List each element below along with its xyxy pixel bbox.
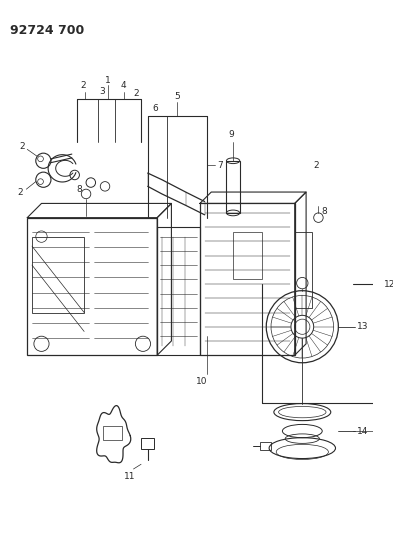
Text: 14: 14 xyxy=(357,426,369,435)
Text: 10: 10 xyxy=(196,377,208,386)
Text: 9: 9 xyxy=(228,130,234,139)
Bar xyxy=(103,426,122,440)
Bar xyxy=(157,227,200,355)
Text: 2: 2 xyxy=(134,89,139,98)
Text: 8: 8 xyxy=(321,206,327,215)
Text: 8: 8 xyxy=(77,185,82,193)
Text: 3: 3 xyxy=(99,87,105,96)
Bar xyxy=(226,161,240,213)
Text: 6: 6 xyxy=(152,104,158,113)
Bar xyxy=(27,217,157,355)
Bar xyxy=(141,438,154,449)
Text: 2: 2 xyxy=(314,161,320,170)
Bar xyxy=(200,204,295,355)
Text: 12: 12 xyxy=(384,279,393,288)
Text: 92724 700: 92724 700 xyxy=(10,25,84,37)
Text: 2: 2 xyxy=(20,142,25,151)
Text: 5: 5 xyxy=(174,92,180,101)
Text: 11: 11 xyxy=(124,472,136,481)
Bar xyxy=(295,232,312,308)
Text: 4: 4 xyxy=(120,82,126,90)
Bar xyxy=(32,237,84,312)
Text: 2: 2 xyxy=(80,82,86,90)
Text: 2: 2 xyxy=(18,188,24,197)
Text: 13: 13 xyxy=(357,322,369,331)
Text: 7: 7 xyxy=(217,161,223,170)
Bar xyxy=(260,442,271,450)
Text: 1: 1 xyxy=(105,76,111,85)
Bar xyxy=(233,232,261,279)
